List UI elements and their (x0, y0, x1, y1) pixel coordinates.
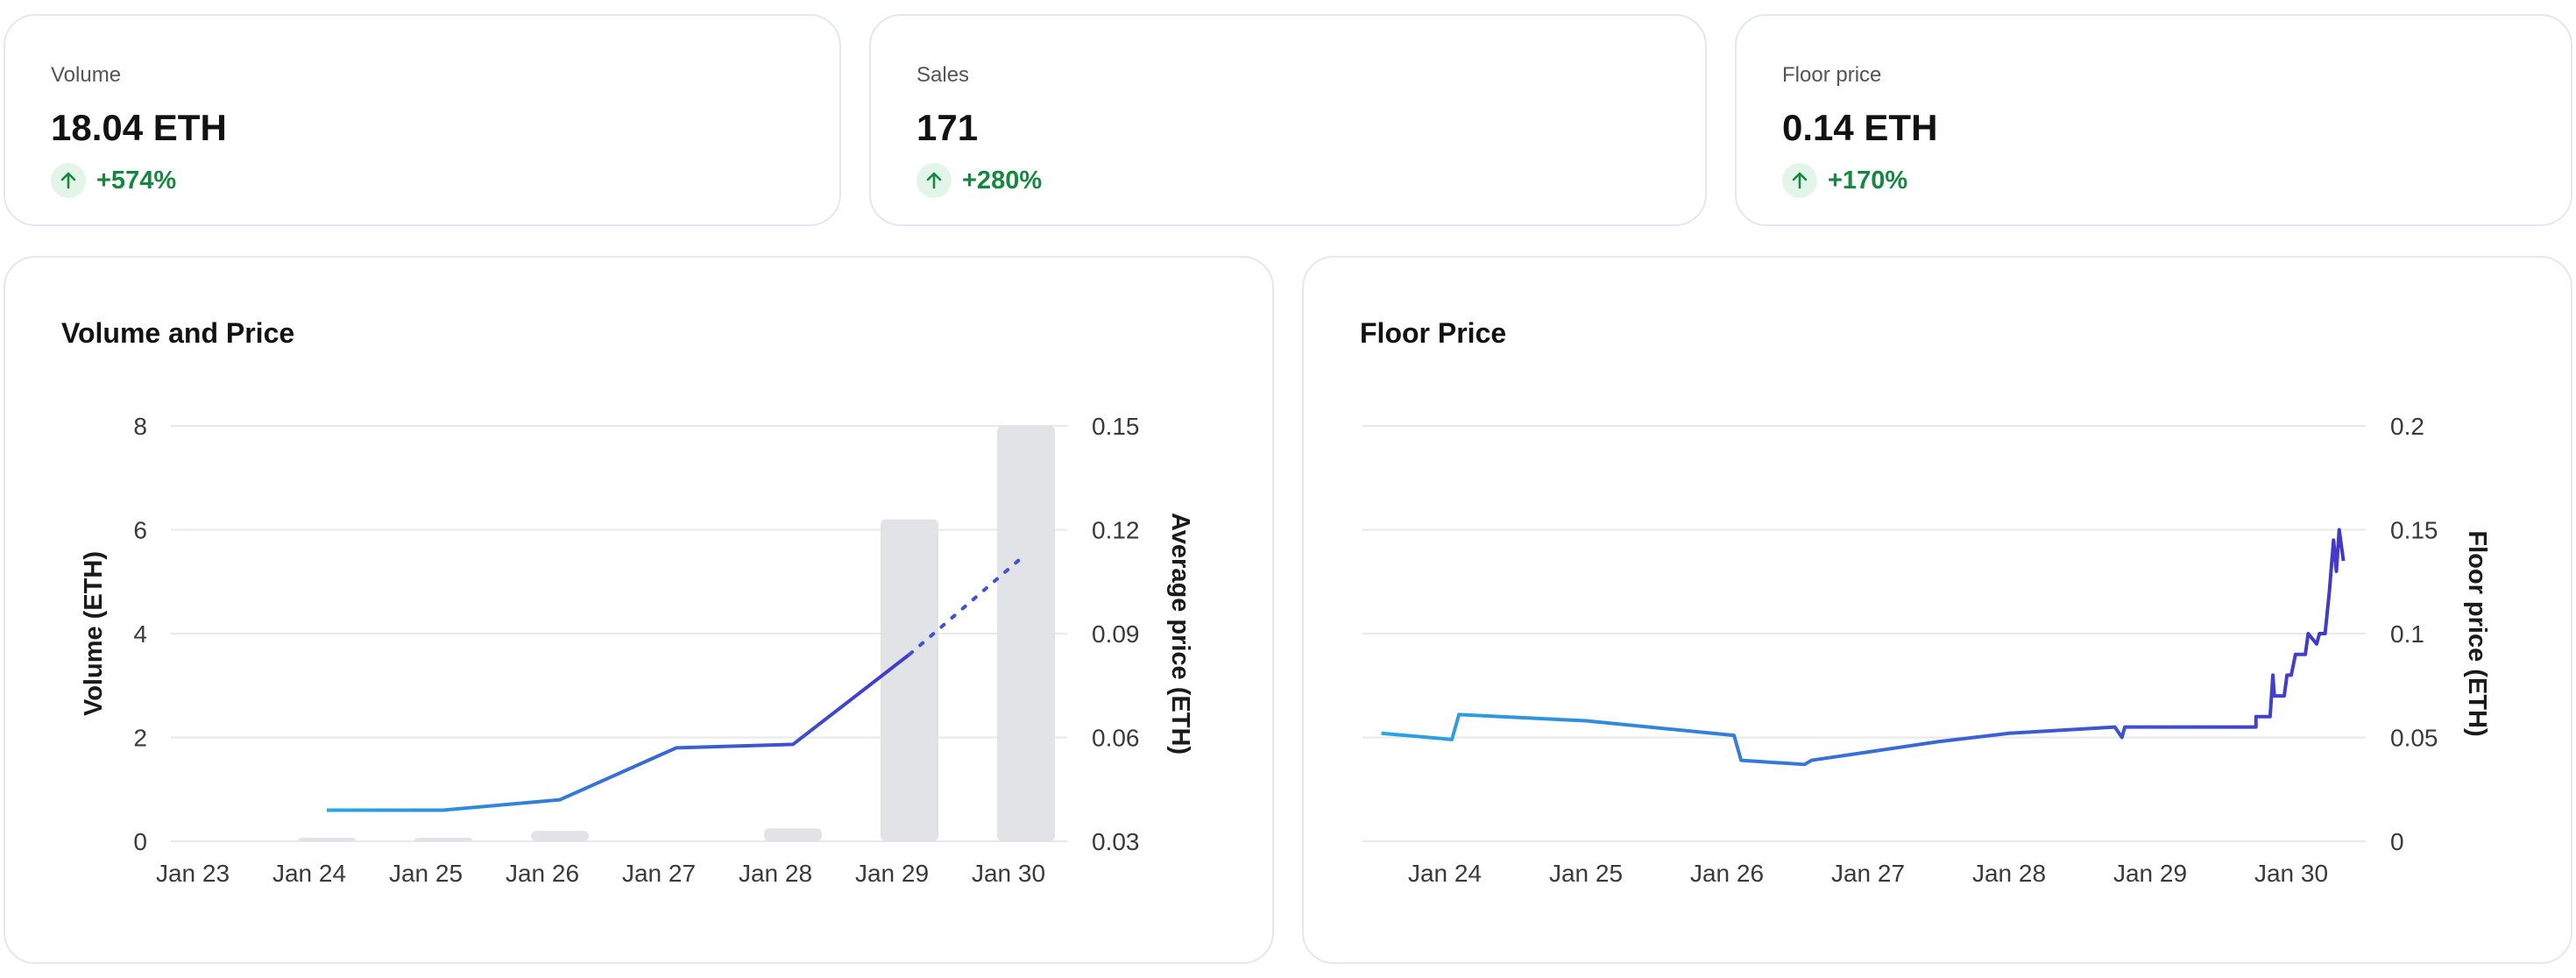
x-tick-label: Jan 29 (2113, 860, 2187, 887)
y2-tick-label: 0.03 (1092, 828, 1140, 855)
y-tick-label: 4 (133, 620, 147, 648)
y-axis-title: Floor price (ETH) (2463, 530, 2491, 736)
y2-tick-label: 0.15 (1092, 413, 1140, 440)
stat-delta: +170% (1782, 163, 1907, 198)
floor-price-card (1302, 256, 2572, 964)
y2-tick-label: 0.12 (1092, 517, 1140, 544)
y2-axis-title: Average price (ETH) (1166, 513, 1194, 755)
y2-tick-label: 0.06 (1092, 725, 1140, 752)
price-line (327, 653, 911, 812)
volume-bar (881, 519, 938, 841)
floor-price-chart: 0 0.05 0.1 0.15 0.2 Jan 24 Jan 25 Jan 26 Jan 27 J… (1362, 413, 2491, 887)
stat-label: Floor price (1782, 63, 1882, 87)
x-tick-label: Jan 30 (2254, 860, 2328, 887)
y-tick-label: 0 (133, 828, 147, 855)
floor-price-line (1381, 528, 2346, 767)
arrow-up-icon (51, 163, 86, 198)
stat-card-volume: Volume 18.04 ETH +574% (4, 14, 841, 226)
volume-price-card (4, 256, 1274, 964)
x-tick-label: Jan 24 (272, 860, 346, 887)
stat-delta: +280% (916, 163, 1042, 198)
floor-price-title: Floor Price (1360, 317, 1507, 349)
stat-value: 171 (916, 107, 979, 148)
stat-label: Sales (916, 63, 970, 87)
x-tick-label: Jan 28 (739, 860, 812, 887)
price-line-projection (908, 552, 1028, 656)
stat-delta-text: +574% (96, 166, 177, 195)
y-axis-title: Volume (ETH) (80, 551, 108, 716)
y-tick-label: 0.05 (2390, 725, 2438, 752)
stat-card-floor-price: Floor price 0.14 ETH +170% (1735, 14, 2572, 226)
volume-bar (531, 831, 589, 841)
x-tick-label: Jan 27 (622, 860, 696, 887)
volume-bar (764, 828, 822, 841)
volume-price-title: Volume and Price (61, 317, 295, 349)
y-tick-label: 0.15 (2390, 517, 2438, 544)
x-tick-label: Jan 26 (506, 860, 579, 887)
x-tick-label: Jan 24 (1408, 860, 1482, 887)
stat-delta: +574% (51, 163, 176, 198)
y2-tick-label: 0.09 (1092, 620, 1140, 648)
y-tick-label: 0.1 (2390, 620, 2424, 648)
x-tick-label: Jan 29 (855, 860, 929, 887)
stat-card-sales: Sales 171 +280% (869, 14, 1707, 226)
x-tick-label: Jan 26 (1690, 860, 1764, 887)
y-tick-label: 8 (133, 413, 147, 440)
y-tick-label: 0.2 (2390, 413, 2424, 440)
x-tick-label: Jan 28 (1972, 860, 2046, 887)
y-tick-label: 6 (133, 517, 147, 544)
x-tick-label: Jan 27 (1831, 860, 1905, 887)
stat-label: Volume (51, 63, 122, 87)
volume-bar (298, 838, 356, 841)
stat-delta-text: +280% (962, 166, 1043, 195)
volume-price-chart: 0 2 4 6 8 0.03 0.06 0.09 0.12 0.15 Jan 23 Jan 24 Jan… (80, 413, 1194, 887)
x-tick-label: Jan 25 (389, 860, 463, 887)
arrow-up-icon (916, 163, 952, 198)
volume-bar (997, 426, 1055, 841)
x-tick-label: Jan 25 (1549, 860, 1623, 887)
volume-bar (414, 838, 472, 841)
y-tick-label: 2 (133, 725, 147, 752)
stat-delta-text: +170% (1828, 166, 1908, 195)
x-tick-label: Jan 23 (156, 860, 230, 887)
arrow-up-icon (1782, 163, 1817, 198)
stat-value: 0.14 ETH (1782, 107, 1938, 148)
x-tick-label: Jan 30 (972, 860, 1045, 887)
stat-value: 18.04 ETH (51, 107, 227, 148)
y-tick-label: 0 (2390, 828, 2404, 855)
